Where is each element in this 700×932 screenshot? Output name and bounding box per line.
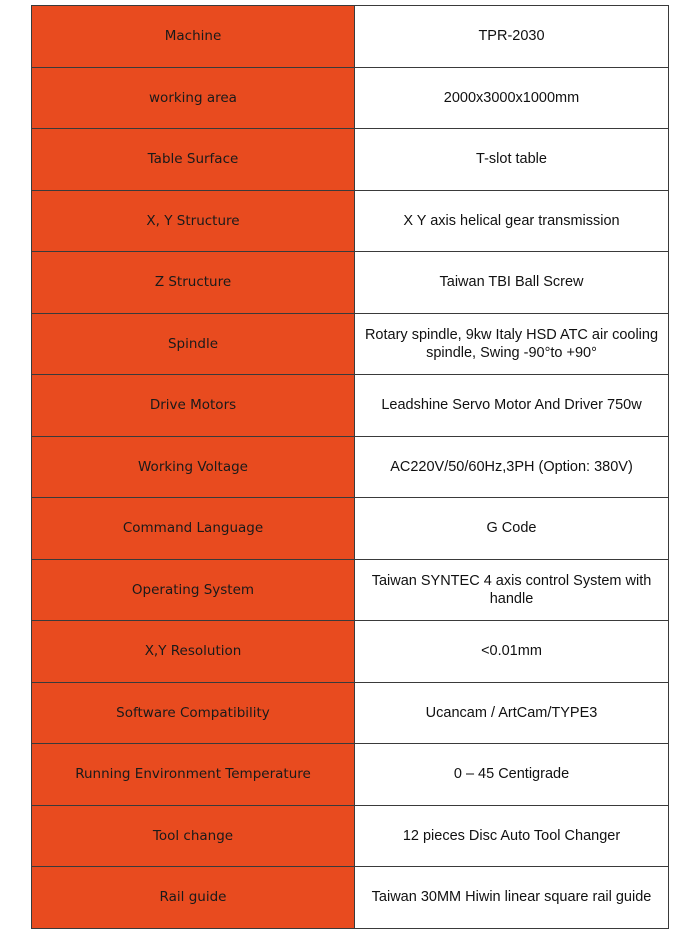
spec-value: 0 – 45 Centigrade [354,743,669,806]
spec-value: Taiwan 30MM Hiwin linear square rail gui… [354,866,669,929]
table-row: Command Language G Code [31,497,669,560]
spec-value: X Y axis helical gear transmission [354,189,669,252]
table-row: X, Y Structure X Y axis helical gear tran… [31,189,669,252]
table-row: Tool change 12 pieces Disc Auto Tool Chan… [31,804,669,867]
spec-value: Rotary spindle, 9kw Italy HSD ATC air co… [354,312,669,375]
spec-label: X,Y Resolution [31,620,355,683]
table-row: working area 2000x3000x1000mm [31,66,669,129]
spec-label: Rail guide [31,866,355,929]
table-row: Working Voltage AC220V/50/60Hz,3PH (Optio… [31,435,669,498]
table-row: X,Y Resolution <0.01mm [31,620,669,683]
table-row: Operating System Taiwan SYNTEC 4 axis con… [31,558,669,621]
spec-value: Ucancam / ArtCam/TYPE3 [354,681,669,744]
spec-label: Table Surface [31,128,355,191]
spec-label: working area [31,66,355,129]
table-row: Table Surface T-slot table [31,128,669,191]
spec-label: Drive Motors [31,374,355,437]
spec-value: TPR-2030 [354,5,669,68]
spec-value: <0.01mm [354,620,669,683]
spec-label: Z Structure [31,251,355,314]
spec-value: Taiwan SYNTEC 4 axis control System with… [354,558,669,621]
spec-label: Command Language [31,497,355,560]
spec-label: X, Y Structure [31,189,355,252]
table-row: Machine TPR-2030 [31,5,669,68]
spec-value: 2000x3000x1000mm [354,66,669,129]
spec-value: Leadshine Servo Motor And Driver 750w [354,374,669,437]
spec-label: Software Compatibility [31,681,355,744]
spec-label: Machine [31,5,355,68]
spec-label: Operating System [31,558,355,621]
spec-value: Taiwan TBI Ball Screw [354,251,669,314]
spec-label: Tool change [31,804,355,867]
table-row: Running Environment Temperature 0 – 45 Ce… [31,743,669,806]
table-row: Rail guide Taiwan 30MM Hiwin linear squar… [31,866,669,929]
spec-table: Machine TPR-2030 working area 2000x3000x100… [31,5,669,929]
spec-value: G Code [354,497,669,560]
table-row: Spindle Rotary spindle, 9kw Italy HSD ATC… [31,312,669,375]
spec-label: Running Environment Temperature [31,743,355,806]
table-row: Drive Motors Leadshine Servo Motor And Dr… [31,374,669,437]
spec-value: T-slot table [354,128,669,191]
spec-value: 12 pieces Disc Auto Tool Changer [354,804,669,867]
spec-label: Spindle [31,312,355,375]
spec-value: AC220V/50/60Hz,3PH (Option: 380V) [354,435,669,498]
spec-label: Working Voltage [31,435,355,498]
table-row: Software Compatibility Ucancam / ArtCam/T… [31,681,669,744]
table-row: Z Structure Taiwan TBI Ball Screw [31,251,669,314]
